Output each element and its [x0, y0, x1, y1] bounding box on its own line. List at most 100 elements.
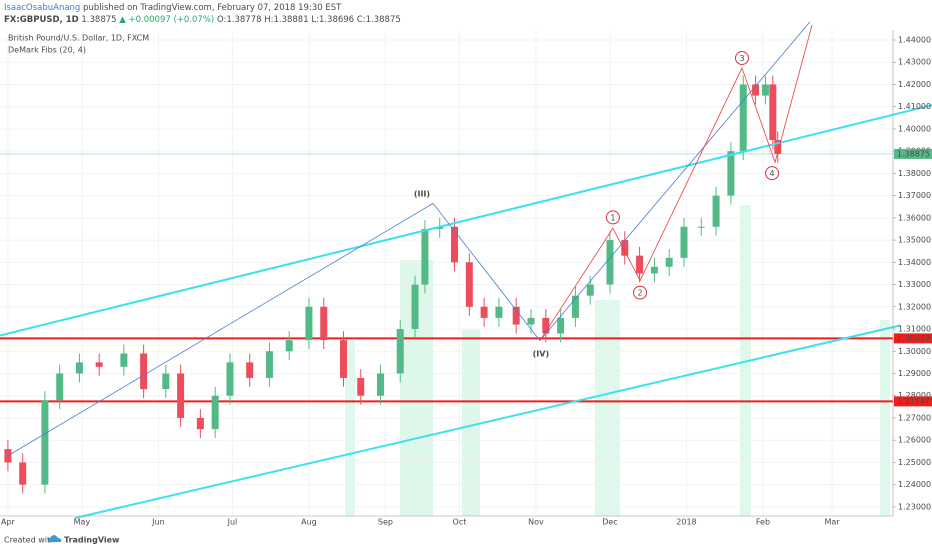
chart-title: British Pound/U.S. Dollar, 1D, FXCM — [8, 34, 149, 43]
candle-body — [246, 362, 254, 378]
candle-body — [162, 373, 170, 390]
candle-body — [774, 140, 782, 154]
candle-body — [177, 373, 185, 418]
x-tick-label: Sep — [378, 518, 393, 527]
l-value: 1.38696 — [319, 15, 354, 25]
y-tick-label: 1.37000 — [898, 191, 931, 200]
brand-logo — [48, 535, 62, 542]
y-tick-label: 1.35000 — [898, 236, 931, 245]
h-label: H: — [264, 15, 273, 25]
wave-circle — [734, 51, 749, 66]
candle-body — [396, 329, 404, 374]
y-tick-label: 1.42000 — [898, 80, 931, 89]
x-tick-label: Nov — [528, 518, 544, 527]
candle-body — [211, 395, 219, 430]
y-tick-label: 1.36000 — [898, 213, 931, 222]
candle-body — [650, 266, 658, 274]
y-tick-label: 1.34000 — [898, 258, 931, 267]
candle-body — [752, 84, 760, 96]
price-tag — [894, 148, 932, 159]
y-tick-label: 1.44000 — [898, 36, 931, 45]
candle-body — [665, 257, 673, 267]
x-tick-label: Jun — [151, 518, 165, 527]
l-label: L: — [311, 15, 319, 25]
footer-created: Created with — [4, 536, 55, 545]
candle-body — [305, 306, 313, 341]
wave-label: 2 — [638, 289, 643, 298]
x-tick-label: 2018 — [676, 518, 696, 527]
wave-circle — [633, 285, 648, 300]
o-label: O: — [217, 15, 226, 25]
header-line1: IsaacOsabuAnang published on TradingView… — [4, 3, 342, 13]
y-tick-label: 1.30000 — [898, 347, 931, 356]
y-tick-label: 1.28000 — [898, 391, 931, 400]
candle-body — [95, 362, 103, 367]
y-tick-label: 1.40000 — [898, 124, 931, 133]
candle-body — [226, 362, 234, 396]
candle-body — [465, 262, 473, 307]
wave-label: 3 — [739, 54, 744, 63]
y-tick-label: 1.26000 — [898, 436, 931, 445]
candle-body — [196, 417, 204, 430]
candle-body — [4, 449, 12, 463]
candle-body — [436, 226, 444, 229]
wave-circle — [765, 166, 780, 181]
c-value: 1.38875 — [366, 15, 401, 25]
price-tag — [894, 333, 932, 344]
candle-body — [75, 362, 83, 374]
x-tick-label: Feb — [756, 518, 770, 527]
candle-body — [451, 226, 459, 263]
candle-body — [480, 306, 488, 318]
price-tag-label: 1.27747 — [897, 397, 930, 406]
wave-circle — [605, 210, 620, 225]
candle-body — [557, 317, 565, 334]
candle-body — [285, 340, 293, 352]
price-tag-label: 1.38875 — [897, 149, 930, 158]
published: published on TradingView.com, February 0… — [83, 3, 342, 13]
candle-body — [761, 84, 769, 96]
candle-body — [376, 373, 384, 396]
trend-line — [539, 24, 813, 341]
y-tick-label: 1.23000 — [898, 502, 931, 511]
candle-body — [739, 84, 747, 152]
candle-body — [140, 353, 148, 390]
x-tick-label: Apr — [1, 518, 16, 527]
y-tick-label: 1.32000 — [898, 302, 931, 311]
price-tag-label: 1.30579 — [897, 334, 930, 343]
y-tick-label: 1.43000 — [898, 58, 931, 67]
candle-body — [56, 373, 64, 401]
y-tick-label: 1.38000 — [898, 169, 931, 178]
header-line2: FX:GBPUSD, 1D 1.38875 ▲ +0.00097 (+0.07%… — [4, 15, 401, 25]
y-tick-label: 1.31000 — [898, 325, 931, 334]
x-tick-label: Aug — [301, 518, 317, 527]
candle-body — [265, 351, 273, 378]
candle-body — [19, 462, 27, 485]
candle-body — [636, 255, 644, 274]
indicator-name: DeMark Fibs (20, 4) — [8, 46, 86, 55]
x-tick-label: Mar — [825, 518, 841, 527]
candle-body — [697, 226, 705, 228]
y-tick-label: 1.33000 — [898, 280, 931, 289]
candle-body — [339, 340, 347, 378]
candle-body — [421, 228, 429, 285]
x-tick-label: Dec — [602, 518, 617, 527]
candle-body — [495, 306, 503, 318]
candle-body — [712, 195, 720, 227]
footer-brand[interactable]: TradingView — [64, 536, 120, 545]
candle-body — [527, 317, 535, 325]
candle-body — [727, 151, 735, 196]
wave-label: (III) — [414, 189, 430, 198]
y-tick-label: 1.29000 — [898, 369, 931, 378]
price: 1.38875 — [81, 15, 116, 25]
y-tick-label: 1.24000 — [898, 480, 931, 489]
x-tick-label: Jul — [227, 518, 238, 527]
candle-body — [571, 295, 579, 318]
candle-body — [680, 226, 688, 258]
candle-body — [320, 306, 328, 341]
author[interactable]: IsaacOsabuAnang — [4, 3, 80, 13]
c-label: C: — [357, 15, 366, 25]
candle-body — [120, 353, 128, 367]
candle-body — [621, 240, 629, 256]
